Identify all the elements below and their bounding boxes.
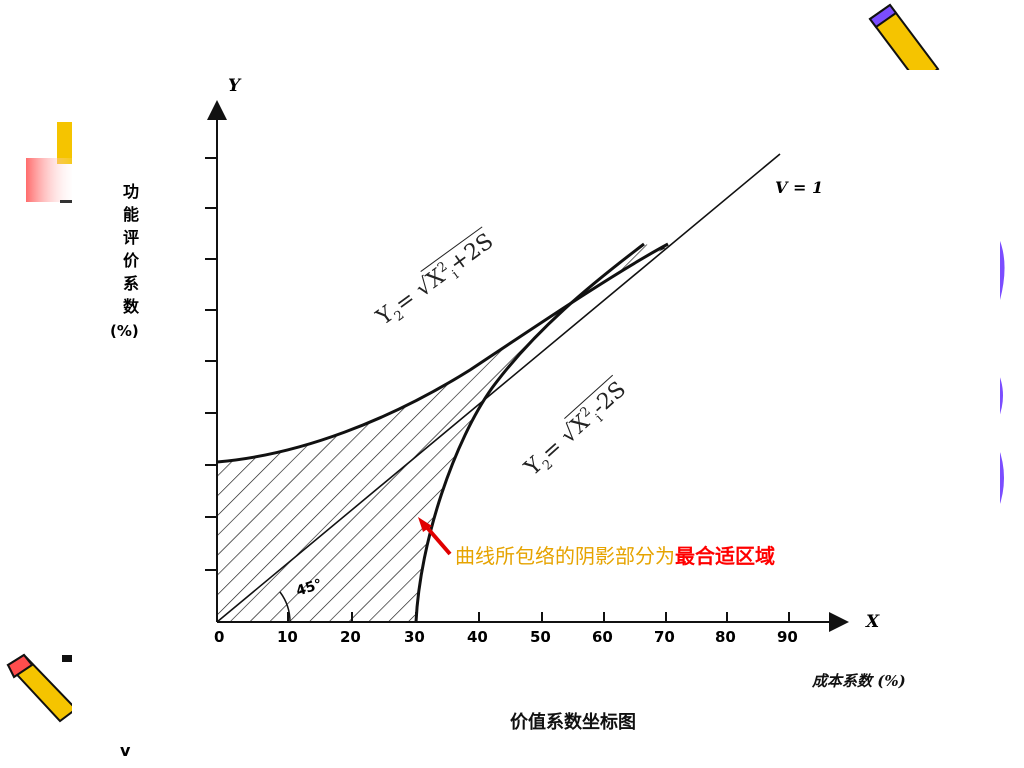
y-axis-title-char: 能 [122,205,139,224]
y-ticks [205,157,217,571]
x-axis-title: 成本系数 (%) [812,672,906,690]
y-axis-title-char: 价 [122,251,139,270]
x-tick-label: 80 [715,628,736,646]
y-axis-title-char: 数 [122,297,139,316]
annotation-text: 曲线所包络的阴影部分为最合适区域 [455,540,775,569]
y-axis-title-char: 系 [122,274,139,293]
x-tick-label: 60 [592,628,613,646]
x-tick-label: 0 [214,628,225,646]
crosshatch-band [544,244,666,341]
x-tick-label: 10 [277,628,298,646]
y-axis-unit: (%) [110,322,139,340]
v-equals-1-line [216,153,781,623]
x-tick-label: 30 [404,628,425,646]
y-axis-title: 功 能 评 价 系 数 [120,180,142,318]
x-tick-label: 20 [340,628,361,646]
x-tick-label: 40 [467,628,488,646]
figure-caption: 价值系数坐标图 [510,712,636,733]
deco-mark [62,655,72,662]
x-axis-letter: X [866,612,880,632]
v-equals-1-label: V = 1 [775,178,824,197]
y-axis-letter: Y [228,76,241,96]
x-tick-label: 70 [654,628,675,646]
upper-boundary-curve [216,242,669,464]
annotation-arrowhead [418,517,432,532]
accent-yellow-bar [57,122,73,164]
x-tick-label: 90 [777,628,798,646]
annotation-highlight: 最合适区域 [675,544,775,568]
lower-boundary-curve [414,242,645,623]
accent-red-bar [26,158,78,202]
y-axis-title-char: 功 [122,182,139,201]
svg-text:v: v [120,741,131,760]
y-axis-title-char: 评 [122,228,139,247]
annotation-arrow [422,522,452,556]
x-tick-label: 50 [530,628,551,646]
annotation-main: 曲线所包络的阴影部分为 [455,544,675,568]
accent-dash [60,200,78,203]
angle-arc [279,591,291,623]
